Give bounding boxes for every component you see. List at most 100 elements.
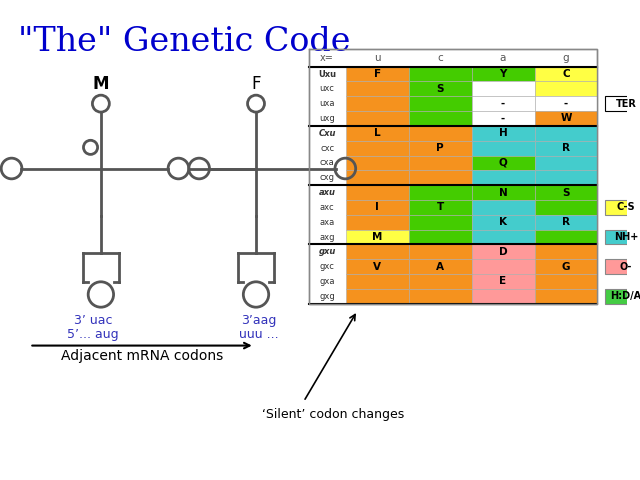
Bar <box>472 111 534 126</box>
Bar <box>472 229 534 244</box>
Text: Cxu: Cxu <box>318 129 336 138</box>
Bar <box>534 82 597 96</box>
Bar <box>472 274 534 289</box>
Text: uxg: uxg <box>319 114 335 123</box>
Bar <box>409 82 472 96</box>
Bar <box>534 259 597 274</box>
Bar <box>409 200 472 215</box>
Text: uxa: uxa <box>319 99 335 108</box>
Text: "The" Genetic Code: "The" Genetic Code <box>18 26 350 59</box>
Bar <box>472 200 534 215</box>
Bar <box>409 229 472 244</box>
Bar <box>409 96 472 111</box>
Bar <box>409 215 472 229</box>
Text: c: c <box>437 53 443 63</box>
Bar <box>605 200 640 215</box>
Text: M: M <box>372 232 382 242</box>
Bar <box>346 111 409 126</box>
Text: O-: O- <box>620 262 632 272</box>
Bar <box>346 82 409 96</box>
Text: axa: axa <box>319 218 335 227</box>
Bar <box>472 215 534 229</box>
Bar <box>605 289 640 304</box>
Bar <box>409 185 472 200</box>
Text: A: A <box>436 262 444 272</box>
Bar <box>534 170 597 185</box>
Bar <box>472 126 534 141</box>
Text: Uxu: Uxu <box>318 70 336 79</box>
Text: axc: axc <box>320 203 335 212</box>
Bar <box>409 289 472 304</box>
Text: H:D/A: H:D/A <box>611 291 640 301</box>
Text: uxc: uxc <box>319 84 335 94</box>
Text: 3’aag: 3’aag <box>241 314 276 327</box>
Text: x=: x= <box>320 53 334 63</box>
Bar <box>409 126 472 141</box>
Bar <box>346 229 409 244</box>
Bar <box>409 259 472 274</box>
Text: F: F <box>374 69 381 79</box>
Bar <box>346 244 409 259</box>
Bar <box>534 244 597 259</box>
Bar <box>409 170 472 185</box>
Text: 3’ uac: 3’ uac <box>74 314 112 327</box>
Text: L: L <box>374 128 381 138</box>
Text: gxc: gxc <box>319 262 335 271</box>
Text: gxu: gxu <box>319 247 336 256</box>
Bar <box>346 274 409 289</box>
Bar <box>409 274 472 289</box>
Text: cxa: cxa <box>320 158 335 168</box>
Bar <box>346 185 409 200</box>
Bar <box>534 67 597 82</box>
Bar <box>346 200 409 215</box>
Text: axu: axu <box>319 188 335 197</box>
Bar <box>534 274 597 289</box>
Bar <box>534 126 597 141</box>
Bar <box>346 259 409 274</box>
Text: K: K <box>499 217 507 227</box>
Bar <box>409 67 472 82</box>
Text: axg: axg <box>319 232 335 241</box>
Text: P: P <box>436 143 444 153</box>
Text: NH+: NH+ <box>614 232 638 242</box>
Text: g: g <box>563 53 569 63</box>
Text: S: S <box>562 188 570 198</box>
Bar <box>472 289 534 304</box>
Bar <box>346 215 409 229</box>
Bar <box>472 185 534 200</box>
Bar <box>534 111 597 126</box>
Bar <box>472 156 534 170</box>
Text: R: R <box>562 217 570 227</box>
Bar <box>605 96 640 111</box>
Text: H: H <box>499 128 508 138</box>
Bar <box>534 156 597 170</box>
Text: -: - <box>564 99 568 108</box>
Text: E: E <box>499 276 507 287</box>
Text: gxa: gxa <box>319 277 335 286</box>
Text: Q: Q <box>499 158 508 168</box>
Text: N: N <box>499 188 508 198</box>
Bar <box>472 141 534 156</box>
Bar <box>472 244 534 259</box>
Bar <box>346 67 409 82</box>
Bar <box>308 49 597 304</box>
Bar <box>534 200 597 215</box>
Text: 5’... aug: 5’... aug <box>67 328 119 341</box>
Text: V: V <box>373 262 381 272</box>
Bar <box>346 96 409 111</box>
Bar <box>472 96 534 111</box>
Bar <box>472 67 534 82</box>
Bar <box>605 229 640 244</box>
Bar <box>472 259 534 274</box>
Text: cxg: cxg <box>319 173 335 182</box>
Text: -: - <box>501 99 505 108</box>
Bar <box>346 170 409 185</box>
Bar <box>409 156 472 170</box>
Text: a: a <box>500 53 506 63</box>
Text: C: C <box>562 69 570 79</box>
Text: R: R <box>562 143 570 153</box>
Bar <box>346 126 409 141</box>
Bar <box>605 259 640 274</box>
Text: gxg: gxg <box>319 292 335 301</box>
Bar <box>409 244 472 259</box>
